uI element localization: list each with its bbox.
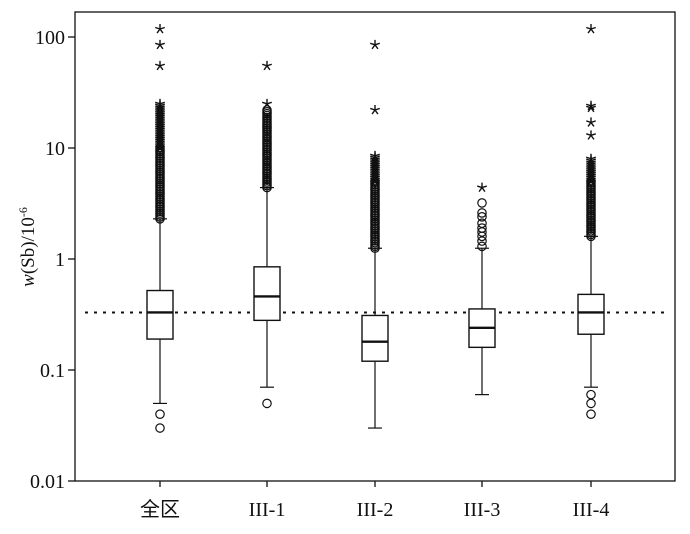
y-tick-label: 0.01 [30,471,65,493]
y-tick-label: 0.1 [40,360,65,382]
x-tick-label: III-2 [357,499,394,521]
outlier-circle [262,398,272,409]
outlier-star [155,24,165,34]
outlier-circle [477,236,487,246]
outlier-star [262,60,272,71]
y-tick-label: 10 [45,138,65,160]
outlier-circle [586,409,596,419]
outlier-star [586,24,596,34]
outlier-star [155,98,165,109]
outlier-star [586,130,596,140]
outlier-circle [477,241,487,252]
x-tick-label: 全区 [140,498,180,521]
outlier-star [370,104,380,115]
outlier-star [586,117,596,127]
outlier-star [477,182,487,193]
box-iqr [146,289,174,340]
y-tick-label: 100 [35,27,65,49]
x-tick-label: III-1 [249,499,286,521]
outlier-star [586,153,596,164]
outlier-circle [262,105,272,115]
outlier-circle [586,398,596,409]
x-tick-label: III-3 [464,499,501,521]
outlier-star [155,39,165,50]
outlier-circle [477,208,487,218]
outlier-star [370,150,380,161]
outlier-star [262,98,272,109]
y-axis-label: w(Sb)/10-6 [16,207,39,287]
box-iqr [577,293,605,335]
outlier-circle [155,423,165,433]
x-tick-label: III-4 [573,499,610,521]
outlier-star [586,100,596,111]
y-tick-label: 1 [55,249,65,271]
box-iqr [253,266,281,322]
outlier-circle [477,223,487,233]
outlier-circle [155,409,165,419]
outlier-circle [477,218,487,229]
outlier-circle [586,389,596,400]
outlier-star [370,39,380,50]
outlier-circle [477,211,487,222]
outlier-circle [477,198,487,208]
box-iqr [361,314,389,362]
outlier-star [155,60,165,71]
